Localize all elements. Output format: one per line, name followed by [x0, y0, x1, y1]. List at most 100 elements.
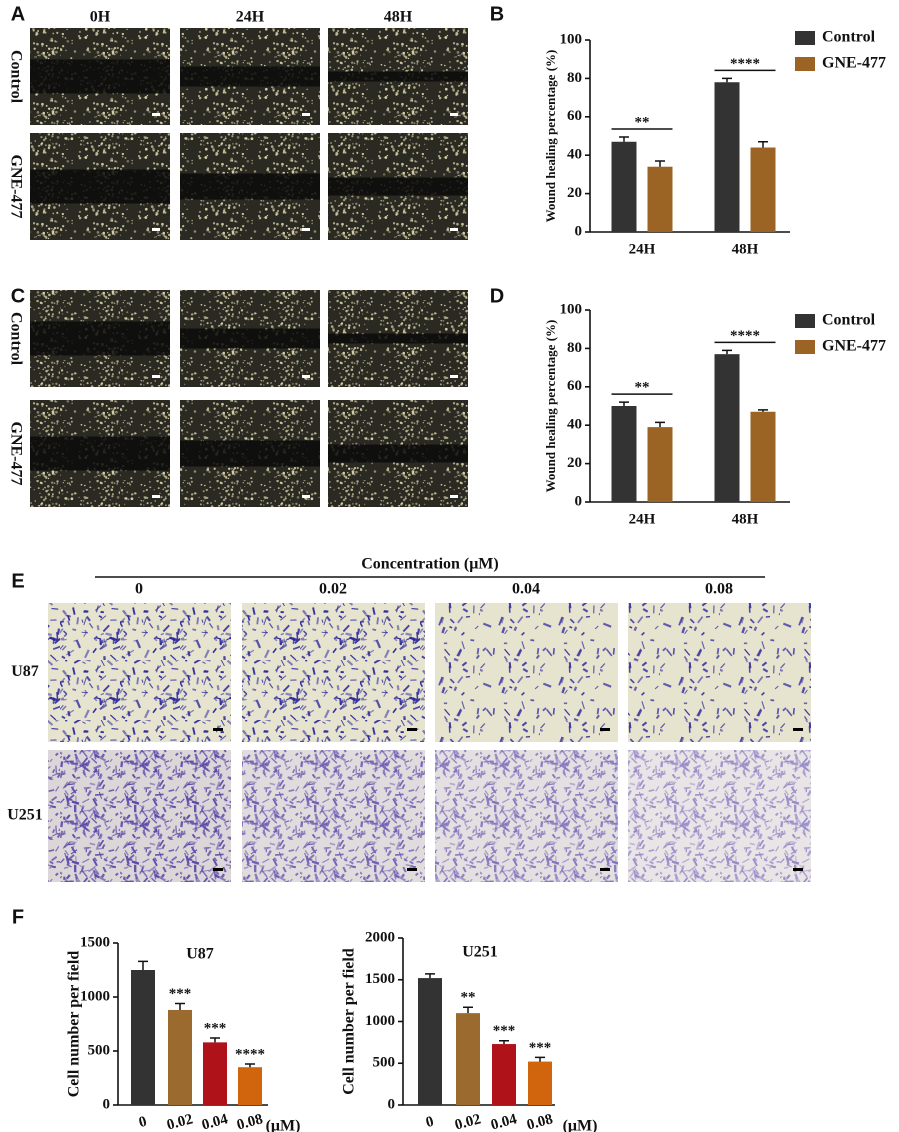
scale-bar [152, 375, 160, 378]
row-label: Control [7, 50, 24, 104]
micrograph [628, 603, 811, 742]
wound-gap [328, 444, 468, 463]
scale-bar [302, 113, 310, 116]
row-label: GNE-477 [7, 155, 24, 219]
scale-bar [152, 495, 160, 498]
bar [131, 970, 155, 1105]
significance-label: ** [635, 380, 650, 396]
error-bar [463, 1006, 473, 1014]
panel-label: E [11, 570, 24, 592]
y-tick-label: 60 [567, 108, 582, 124]
error-bar [758, 141, 768, 148]
significance-label: **** [730, 328, 760, 344]
panel-label: D [490, 285, 504, 307]
legend-label: Control [822, 312, 876, 329]
x-tick-label: 0.08 [525, 1111, 554, 1132]
scale-bar [213, 868, 223, 871]
y-tick-label: 40 [567, 147, 582, 163]
error-bar [535, 1056, 545, 1062]
y-tick-label: 20 [567, 185, 582, 201]
micrograph [48, 603, 231, 742]
y-tick-label: 1500 [365, 971, 395, 987]
scale-bar [302, 375, 310, 378]
y-tick-label: 0 [575, 223, 583, 239]
scale-bar [407, 728, 417, 731]
legend-swatch [795, 57, 815, 71]
column-label: 48H [384, 9, 413, 26]
y-tick-label: 500 [88, 1042, 111, 1058]
micrograph [242, 750, 425, 882]
bar [750, 147, 776, 232]
error-bar [210, 1037, 220, 1043]
column-label: 24H [236, 9, 265, 26]
micrograph [48, 750, 231, 882]
bar [611, 141, 637, 232]
x-tick-label: 24H [629, 511, 656, 527]
error-bar [245, 1063, 255, 1068]
y-tick-label: 0 [388, 1096, 396, 1112]
x-tick-label: 0 [137, 1114, 148, 1131]
wound-gap [30, 59, 170, 94]
bar [750, 411, 776, 502]
y-tick-label: 2000 [365, 929, 395, 945]
x-tick-label: 0.04 [200, 1111, 230, 1132]
legend-swatch [795, 340, 815, 354]
significance-label: ** [635, 114, 650, 130]
wound-gap [328, 333, 468, 344]
y-tick-label: 100 [560, 301, 583, 317]
significance-label: **** [235, 1046, 265, 1062]
significance-label: *** [493, 1023, 516, 1039]
legend-label: GNE-477 [822, 55, 886, 72]
x-tick-label: 48H [732, 241, 759, 257]
error-bar [655, 421, 665, 428]
y-axis-label: Wound healing percentage (%) [543, 320, 558, 493]
bar [203, 1042, 227, 1105]
scale-bar [152, 113, 160, 116]
column-label: 0.08 [705, 581, 733, 598]
bar [714, 82, 740, 233]
x-tick-label: 0.04 [489, 1111, 519, 1132]
error-bar [655, 160, 665, 167]
bar [168, 1009, 192, 1105]
scale-bar [600, 728, 610, 731]
panel-label: A [11, 3, 25, 25]
wound-gap [180, 173, 320, 200]
scale-bar [793, 728, 803, 731]
scale-bar [450, 375, 458, 378]
wound-gap [180, 328, 320, 349]
legend-swatch [795, 31, 815, 45]
bar [647, 427, 673, 502]
y-tick-label: 60 [567, 378, 582, 394]
y-axis-label: Cell number per field [341, 948, 358, 1095]
error-bar [722, 77, 732, 83]
scale-bar [407, 868, 417, 871]
wound-gap [30, 436, 170, 471]
column-label: 0.04 [512, 581, 540, 598]
bar [714, 354, 740, 502]
scale-bar [793, 868, 803, 871]
error-bar [425, 973, 435, 979]
bar [528, 1061, 552, 1105]
x-tick-label: 0 [424, 1114, 435, 1131]
scale-bar [302, 495, 310, 498]
micrograph [435, 750, 618, 882]
wound-gap [180, 440, 320, 467]
y-tick-label: 0 [103, 1096, 111, 1112]
error-bar [619, 136, 629, 142]
significance-label: *** [529, 1040, 552, 1056]
y-axis-label: Cell number per field [66, 951, 83, 1098]
wound-gap [328, 177, 468, 196]
y-tick-label: 1500 [80, 934, 110, 950]
row-label: U87 [11, 663, 39, 680]
x-tick-label: 24H [629, 241, 656, 257]
error-bar [619, 401, 629, 406]
y-axis-label: Wound healing percentage (%) [543, 50, 558, 223]
wound-gap [328, 71, 468, 82]
wound-gap [30, 169, 170, 204]
scale-bar [302, 228, 310, 231]
wound-gap [180, 66, 320, 87]
bar [456, 1013, 480, 1105]
legend-label: Control [822, 29, 876, 46]
y-tick-label: 80 [567, 340, 582, 356]
error-bar [758, 409, 768, 412]
